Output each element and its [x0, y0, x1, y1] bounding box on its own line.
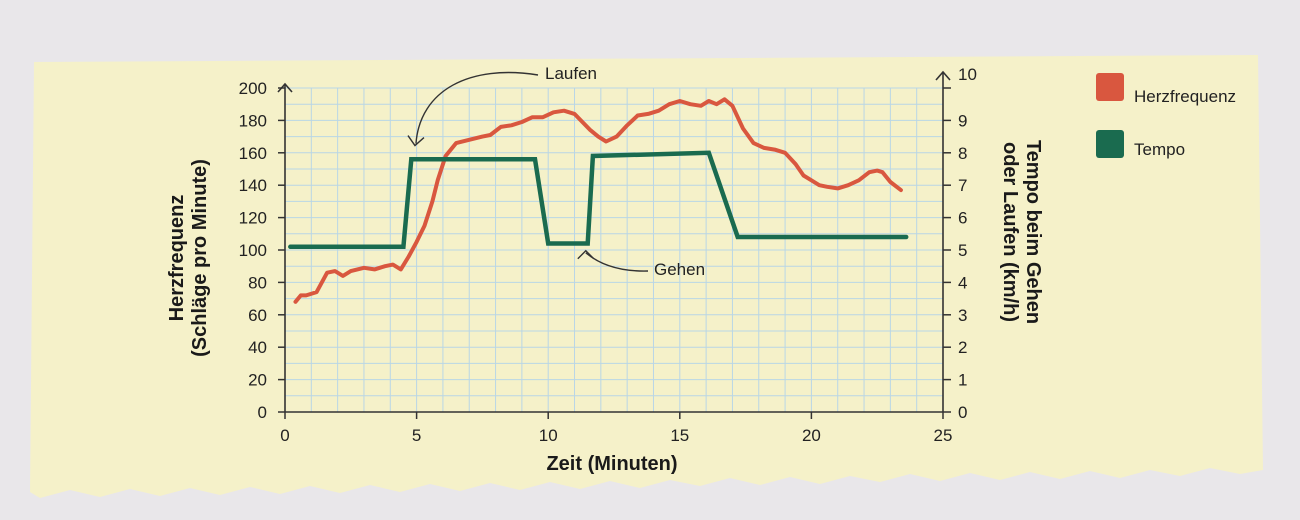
- left-axis-tick-label: 60: [248, 306, 267, 325]
- annotation-label-laufen: Laufen: [545, 64, 597, 83]
- legend-swatch-herzfrequenz: [1096, 73, 1124, 101]
- left-axis-title-line2: (Schläge pro Minute): [189, 159, 211, 357]
- right-axis-tick-label: 1: [958, 371, 967, 390]
- x-axis-title: Zeit (Minuten): [546, 453, 677, 475]
- legend-label-herzfrequenz: Herzfrequenz: [1134, 87, 1236, 106]
- left-axis-tick-label: 80: [248, 273, 267, 292]
- annotation-label-gehen: Gehen: [654, 260, 705, 279]
- chart-series: [288, 97, 909, 304]
- left-axis-tick-label: 0: [258, 403, 267, 422]
- left-axis-tick-label: 180: [239, 111, 267, 130]
- right-axis-tick-label: 10: [958, 65, 977, 84]
- left-axis-tick-label: 200: [239, 79, 267, 98]
- right-axis-title-line1: Tempo beim Gehen: [1022, 140, 1044, 324]
- right-axis-tick-label: 2: [958, 338, 967, 357]
- right-axis-tick-label: 8: [958, 144, 967, 163]
- right-axis-tick-label: 5: [958, 241, 967, 260]
- right-axis-tick-label: 4: [958, 273, 967, 292]
- left-axis-tick-label: 40: [248, 338, 267, 357]
- x-axis-tick-label: 25: [934, 426, 953, 445]
- annotation-arrow-laufen: [415, 71, 539, 144]
- right-axis-title-line2: oder Laufen (km/h): [999, 142, 1021, 322]
- right-axis-tick-label: 9: [958, 111, 967, 130]
- annotation-arrow-gehen: [585, 252, 649, 272]
- right-axis-tick-label: 6: [958, 209, 967, 228]
- legend: Herzfrequenz Tempo: [1096, 73, 1236, 159]
- paper-card: [30, 55, 1263, 498]
- annotation-arrowhead-gehen: [577, 249, 595, 260]
- legend-swatch-tempo: [1096, 130, 1124, 158]
- annotation-arrowhead-laufen: [407, 135, 425, 147]
- series-line-herzfrequenz: [293, 97, 903, 304]
- chart-axes: [277, 70, 951, 413]
- x-axis-tick-label: 0: [280, 426, 289, 445]
- x-axis-tick-label: 20: [802, 426, 821, 445]
- left-axis-tick-label: 140: [239, 176, 267, 195]
- series-line-tempo: [288, 150, 909, 250]
- left-axis-arrow: [277, 82, 293, 93]
- left-axis-tick-label: 160: [239, 144, 267, 163]
- right-axis-tick-label: 7: [958, 176, 967, 195]
- chart-ticks: 0204060801001201401601802000123456789100…: [239, 65, 977, 445]
- left-axis-tick-label: 100: [239, 241, 267, 260]
- left-axis-tick-label: 20: [248, 371, 267, 390]
- right-axis-arrow: [935, 70, 951, 81]
- left-axis-tick-label: 120: [239, 209, 267, 228]
- chart-grid: [285, 87, 944, 412]
- x-axis-tick-label: 10: [539, 426, 558, 445]
- left-axis-title-line1: Herzfrequenz: [166, 195, 188, 322]
- right-axis-tick-label: 3: [958, 306, 967, 325]
- x-axis-tick-label: 5: [412, 426, 421, 445]
- chart-annotations: Laufen Gehen: [407, 64, 705, 279]
- legend-label-tempo: Tempo: [1134, 140, 1185, 159]
- right-axis-tick-label: 0: [958, 403, 967, 422]
- x-axis-tick-label: 15: [670, 426, 689, 445]
